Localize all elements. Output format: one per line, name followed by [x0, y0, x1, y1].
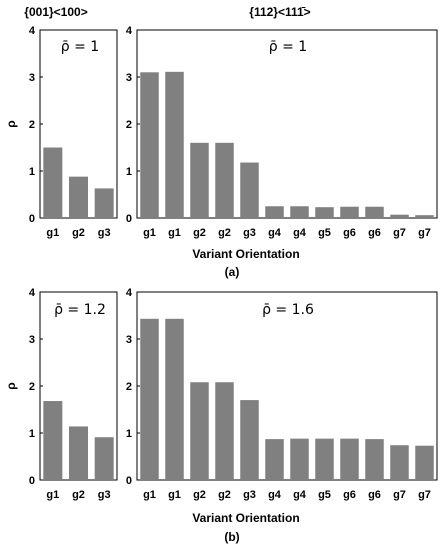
panel-a-chart-1-bar — [94, 188, 114, 218]
panel-a-chart-2-bar — [340, 206, 359, 218]
panel-b-chart-2-category-label: g1 — [168, 489, 181, 501]
panel-a-chart-1-category-label: g1 — [46, 227, 59, 239]
panel-b-chart-2-bar — [415, 445, 434, 480]
panel-a-chart-2-category-label: g6 — [368, 227, 381, 239]
panel-b-xlabel: Variant Orientation — [192, 511, 299, 525]
panel-b-chart-2-category-label: g6 — [343, 489, 356, 501]
panel-b-chart-2-bar — [165, 318, 184, 480]
panel-b-chart-2-category-label: g4 — [268, 489, 282, 501]
panel-a-chart-1-header: {001}<100> — [24, 5, 87, 19]
panel-a-chart-2-annotation: ρ̄ = 1 — [269, 39, 307, 55]
panel-b-chart-2-bar — [290, 438, 309, 480]
panel-b-chart-1-ytick-label: 1 — [29, 428, 35, 440]
panel-a-chart-2-ytick-label: 0 — [126, 213, 132, 225]
panel-a-chart-2-category-label: g3 — [243, 227, 256, 239]
panel-a-chart-2-category-label: g4 — [268, 227, 282, 239]
panel-b-chart-2-bar — [240, 400, 259, 480]
panel-a-chart-2-bar — [190, 142, 209, 218]
panel-b-chart-2-ytick-label: 1 — [126, 428, 132, 440]
panel-a-chart-2-category-label: g2 — [218, 227, 231, 239]
panel-a-chart-2-bar — [290, 206, 309, 218]
panel-a-chart-2-category-label: g7 — [418, 227, 431, 239]
panel-a-chart-2-ytick-label: 4 — [126, 25, 133, 37]
panel-b-chart-2-ytick-label: 0 — [126, 475, 132, 487]
panel-b-chart-1-bar — [43, 401, 63, 480]
panel-b-chart-2-ytick-label: 4 — [126, 287, 133, 299]
panel-a-chart-1-ytick-label: 4 — [29, 25, 36, 37]
panel-a-chart-2-bar — [390, 214, 409, 218]
panel-b-chart-2-bar — [215, 382, 234, 480]
panel-a-chart-1-category-label: g3 — [98, 227, 111, 239]
panel-a-chart-2-ytick-label: 2 — [126, 119, 132, 131]
panel-b-chart-2-category-label: g3 — [243, 489, 256, 501]
panel-b-chart-2-category-label: g5 — [318, 489, 331, 501]
panel-a-chart-2-bar — [365, 206, 384, 218]
panel-b-chart-2-category-label: g7 — [418, 489, 431, 501]
panel-b-chart-2-bar — [365, 439, 384, 480]
panel-b-chart-2-category-label: g1 — [143, 489, 156, 501]
panel-b-chart-1-annotation: ρ̄ = 1.2 — [54, 302, 106, 318]
panel-a-chart-2-bar — [215, 142, 234, 218]
panel-a-chart-1-ytick-label: 2 — [29, 119, 35, 131]
panel-b-chart-2-category-label: g4 — [293, 489, 307, 501]
panel-a-chart-2-bar — [240, 162, 259, 218]
panel-a-label: (a) — [225, 265, 240, 279]
panel-b-chart-2-bar — [390, 445, 409, 480]
panel-a-chart-1-bar — [43, 147, 63, 218]
panel-b-chart-2-category-label: g7 — [393, 489, 406, 501]
panel-a-chart-2-header: {112}<111̄> — [249, 5, 310, 19]
panel-b-chart-2-bar — [140, 318, 159, 480]
panel-a-xlabel: Variant Orientation — [192, 247, 299, 261]
panel-a-chart-2-category-label: g5 — [318, 227, 331, 239]
panel-b-chart-1-bar — [69, 426, 88, 480]
panel-a-chart-2-bar — [140, 72, 159, 218]
panel-b-chart-2-category-label: g2 — [218, 489, 231, 501]
panel-b-chart-1-category-label: g1 — [46, 489, 59, 501]
panel-b-chart-1-ytick-label: 0 — [29, 475, 35, 487]
panel-a-chart-2-ytick-label: 1 — [126, 166, 132, 178]
panel-b-chart-1-ytick-label: 2 — [29, 381, 35, 393]
panel-b-ylabel: ρ — [4, 382, 18, 389]
panel-b-chart-2-bar — [340, 438, 359, 480]
panel-a-ylabel: ρ — [4, 120, 18, 127]
panel-b-chart-2-ytick-label: 2 — [126, 381, 132, 393]
panel-a-chart-2-category-label: g6 — [343, 227, 356, 239]
panel-b-chart-2-annotation: ρ̄ = 1.6 — [262, 302, 314, 318]
panel-b-chart-2-bar — [190, 382, 209, 480]
panel-a-chart-1-ytick-label: 3 — [29, 72, 35, 84]
panel-b-chart-2-bar — [315, 438, 334, 480]
panel-b-chart-1-ytick-label: 3 — [29, 334, 35, 346]
panel-a-chart-2-bar — [315, 207, 334, 218]
panel-b-label: (b) — [224, 530, 239, 544]
panel-a-chart-1-category-label: g2 — [72, 227, 85, 239]
panel-a-chart-2-ytick-label: 3 — [126, 72, 132, 84]
panel-a-chart-2-category-label: g2 — [193, 227, 206, 239]
panel-b-chart-2-ytick-label: 3 — [126, 334, 132, 346]
panel-a-chart-2-bar — [265, 206, 284, 218]
panel-b-chart-2-bar — [265, 439, 284, 480]
panel-a-chart-1-annotation: ρ̄ = 1 — [61, 39, 99, 55]
panel-b-chart-2-category-label: g6 — [368, 489, 381, 501]
panel-b-chart-1-ytick-label: 4 — [29, 287, 36, 299]
panel-a-chart-2-bar — [415, 215, 434, 218]
panel-a-chart-1-bar — [69, 176, 88, 218]
panel-a-chart-1-ytick-label: 0 — [29, 213, 35, 225]
panel-a-chart-2-category-label: g4 — [293, 227, 307, 239]
panel-b-chart-1-category-label: g2 — [72, 489, 85, 501]
panel-b-chart-2-category-label: g2 — [193, 489, 206, 501]
panel-b-chart-1-category-label: g3 — [98, 489, 111, 501]
panel-a-chart-1-ytick-label: 1 — [29, 166, 35, 178]
panel-a-chart-2-category-label: g1 — [143, 227, 156, 239]
panel-a-chart-2-category-label: g1 — [168, 227, 181, 239]
panel-a-chart-2-bar — [165, 71, 184, 218]
panel-b-chart-1-bar — [94, 437, 114, 480]
panel-a-chart-2-category-label: g7 — [393, 227, 406, 239]
